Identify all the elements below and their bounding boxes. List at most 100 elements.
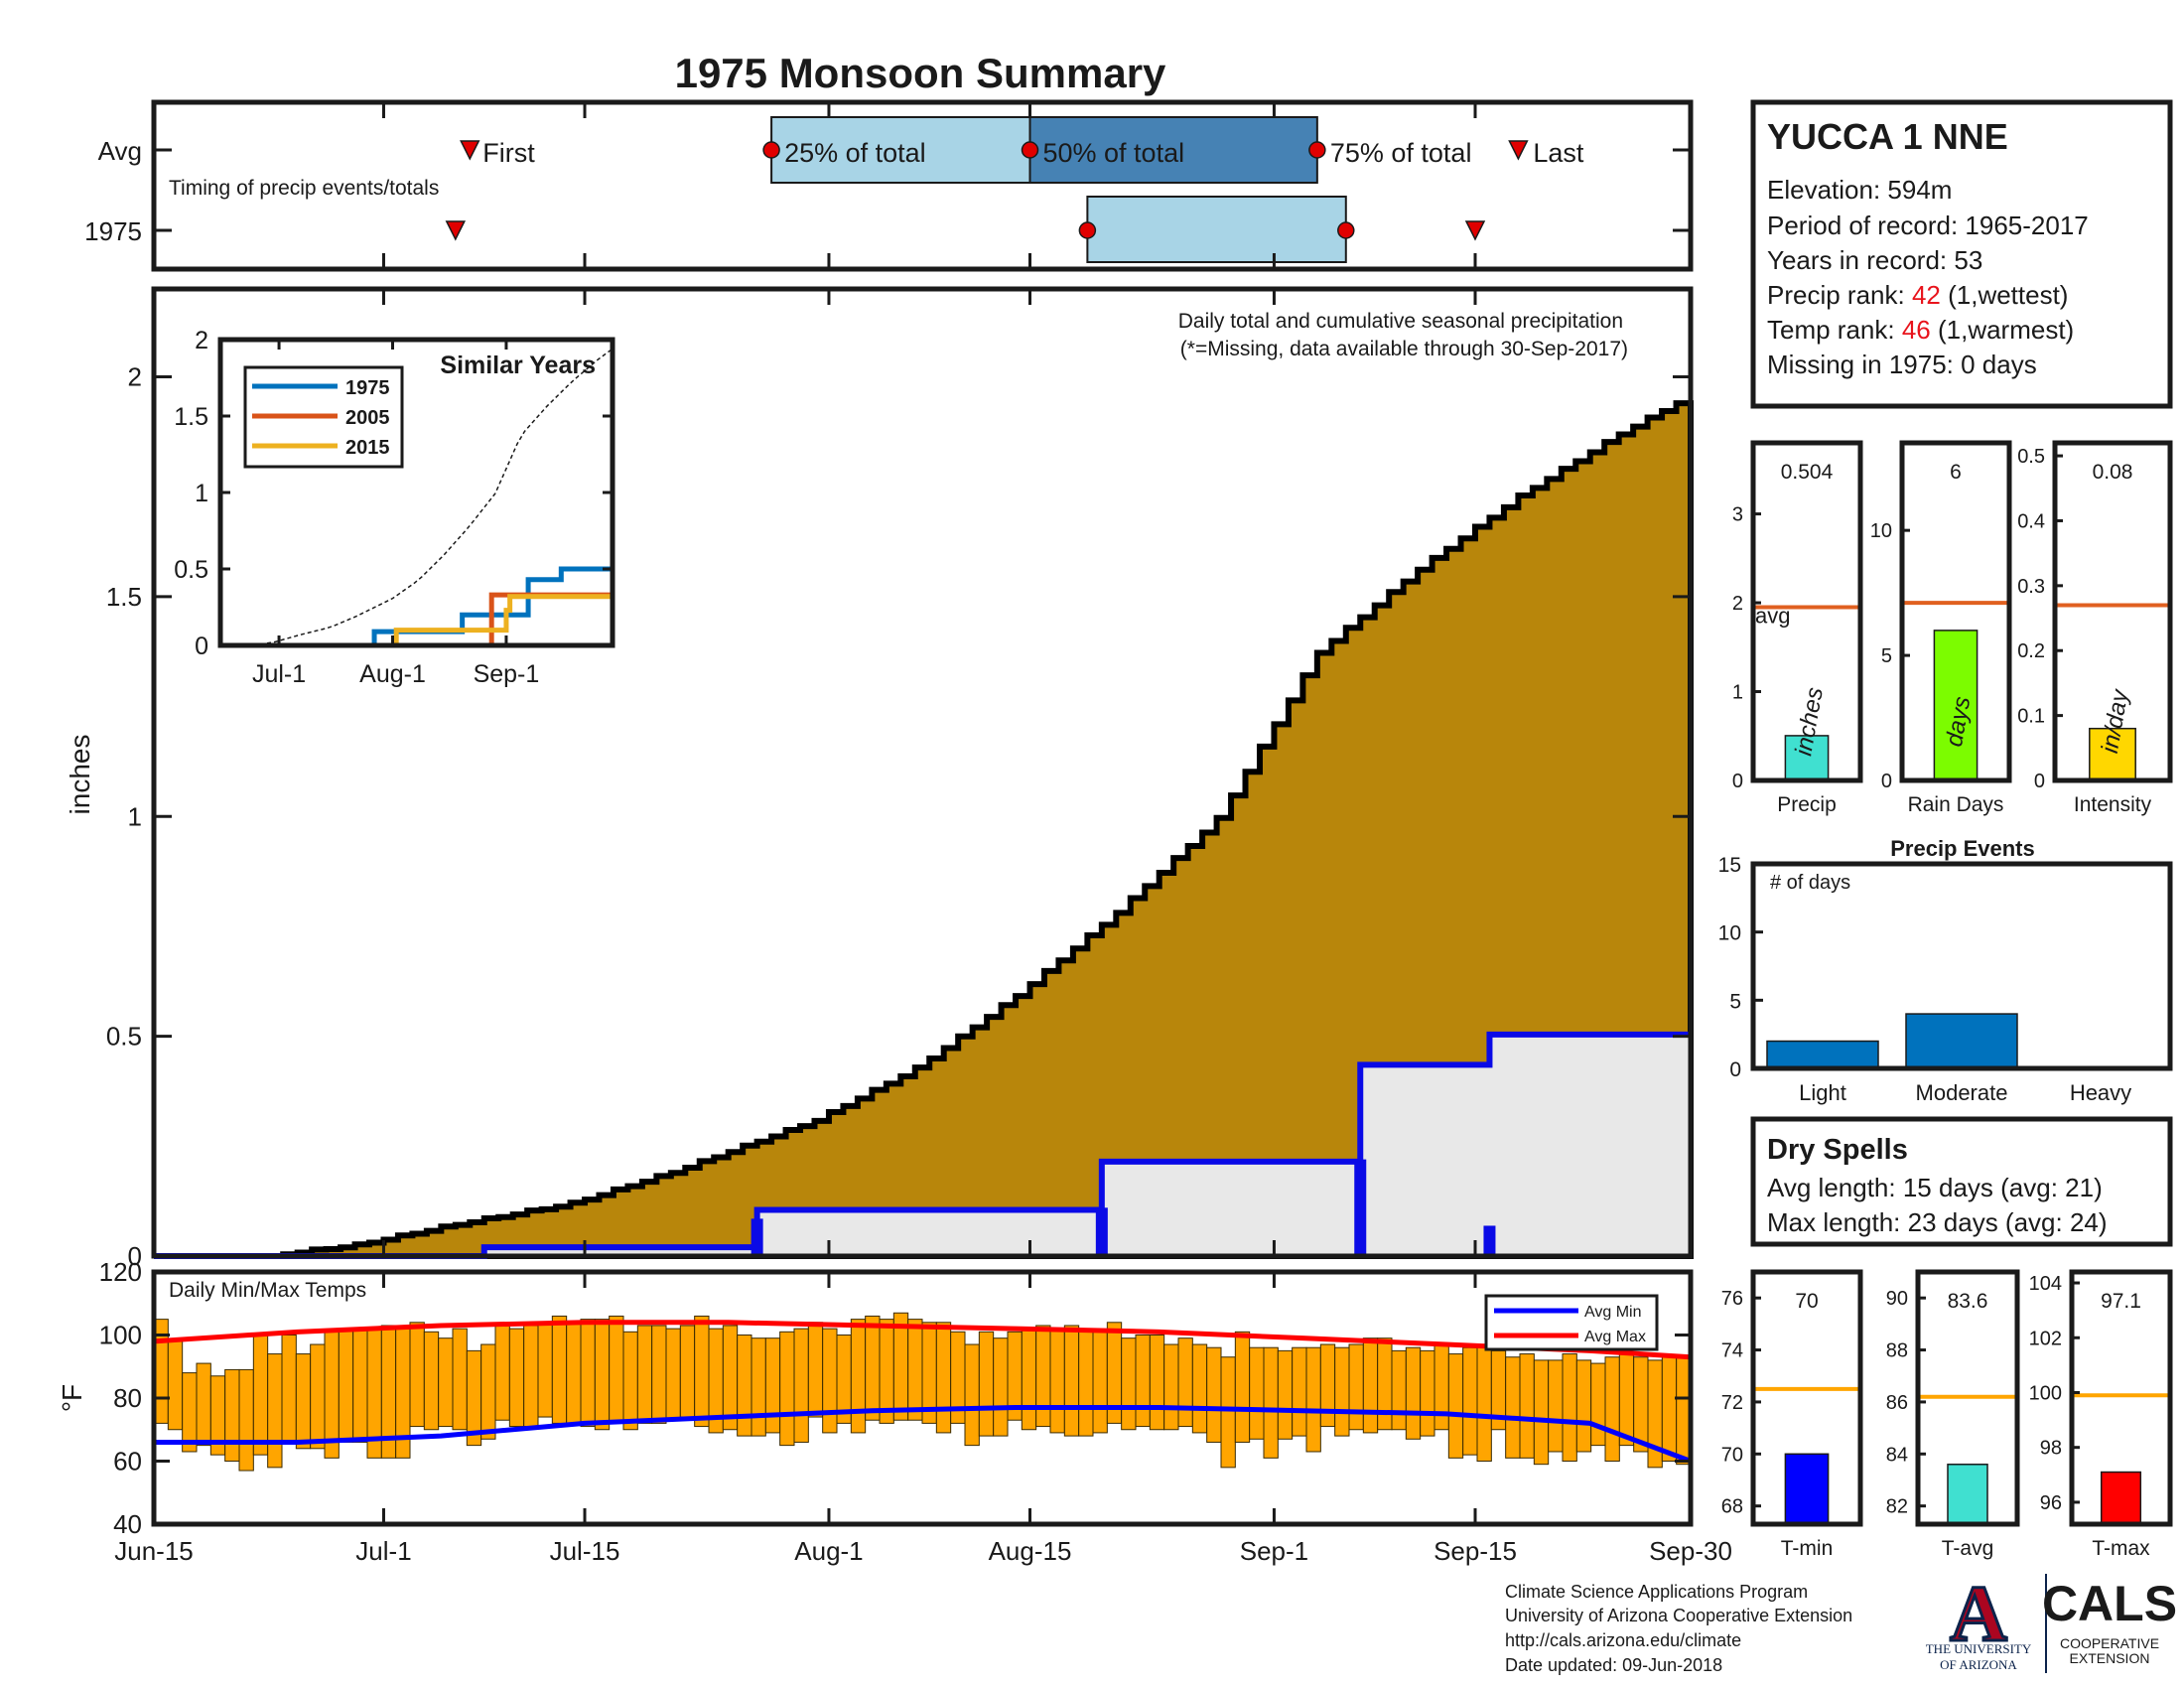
tavg-y-tick-label: 84 [1886, 1444, 1908, 1466]
year-last-marker [1464, 220, 1486, 241]
daily-temp-bar [665, 1328, 681, 1421]
daily-temp-bar [494, 1325, 510, 1421]
inset-line-1975 [220, 566, 613, 648]
main-axes [151, 286, 1694, 1259]
avg-25-50-box [770, 116, 1031, 184]
temp-y-tick-label: 120 [99, 1257, 142, 1287]
daily-temp-bar [1292, 1346, 1307, 1437]
tavg-y-tick-label: 86 [1886, 1392, 1908, 1414]
tmin-y-tick-label: 72 [1721, 1392, 1743, 1414]
events-x-label: Heavy [2070, 1080, 2131, 1105]
daily-temp-bar [1562, 1353, 1577, 1463]
avg-min-line [154, 1405, 1692, 1464]
footer-line-2: University of Arizona Cooperative Extens… [1505, 1606, 1852, 1625]
footer-line-4: Date updated: 09-Jun-2018 [1505, 1655, 1722, 1675]
tmin-y-tick-label: 76 [1721, 1288, 1743, 1310]
dry-spells-avg-length: Avg length: 15 days (avg: 21) [1767, 1173, 2103, 1202]
intensity_small-bar [2089, 727, 2136, 781]
inset-y-tick-label: 1 [195, 480, 208, 507]
intensity_small-y-tick-label: 0 [2034, 771, 2045, 792]
daily-temp-bar [1391, 1349, 1407, 1431]
legend-label-2015: 2015 [345, 437, 390, 459]
p25-label: 25% of total [784, 138, 926, 168]
daily-temp-bar [1092, 1331, 1108, 1434]
precip_small-avg-label: avg [1755, 604, 1790, 629]
daily-temp-bar [267, 1353, 283, 1469]
daily-temp-bar [764, 1337, 781, 1434]
inset-y-tick-label: 0 [195, 633, 208, 660]
daily-temp-bar [822, 1328, 838, 1434]
daily-temp-bar [737, 1335, 752, 1437]
temp-x-tick-label: Aug-1 [794, 1536, 863, 1566]
legend-label-avg-max: Avg Max [1584, 1329, 1646, 1345]
daily-temp-bar [935, 1322, 952, 1434]
intensity_small-axes [2052, 440, 2173, 783]
precip_small-axes [1750, 440, 1863, 783]
daily-temp-bar [281, 1335, 297, 1443]
main-y-tick-label: 2 [128, 362, 142, 392]
daily-temp-bar [310, 1343, 326, 1450]
daily-temp-bar [252, 1335, 269, 1456]
raindays_small-bar [1933, 630, 1979, 781]
daily-temp-bar [807, 1322, 824, 1418]
tmax-panel: 96 98 100 102 104 97.1 T-max [2029, 1269, 2173, 1560]
avg-50-75-box [1028, 116, 1318, 184]
daily-temp-bar [1476, 1343, 1492, 1463]
main-note-2: (*=Missing, data available through 30-Se… [1180, 338, 1628, 360]
precip_small-bar [1784, 735, 1830, 781]
daily-temp-bar [1177, 1337, 1193, 1428]
station-precip-rank: Precip rank: 42 (1,wettest) [1767, 280, 2068, 310]
daily-temp-bar [1519, 1353, 1535, 1459]
daily-temp-bar [679, 1325, 696, 1418]
daily-temp-bar [1462, 1346, 1478, 1456]
daily-temp-bar [622, 1331, 638, 1431]
inset-x-tick-label: Sep-1 [474, 660, 540, 688]
daily-temp-bar [892, 1312, 909, 1421]
tmin-value-label: 70 [1795, 1290, 1818, 1313]
daily-temp-bar [1661, 1356, 1678, 1462]
inset-x-ticks: Jul-1 Aug-1 Sep-1 [252, 340, 539, 688]
daily-temp-bar [352, 1328, 368, 1443]
daily-temp-bar [1505, 1356, 1521, 1459]
avg-max-line [153, 1320, 1692, 1360]
similar-years-inset: 00.511.52 Jul-1 Aug-1 Sep-1 Similar Years … [174, 327, 615, 688]
daily-temp-bar [1149, 1335, 1165, 1431]
temp-y-tick-label: 80 [113, 1383, 142, 1413]
raindays_small-x-label: Rain Days [1908, 793, 2004, 816]
precip_small-y-tick-label: 0 [1732, 771, 1743, 792]
temp-y-tick-label: 60 [113, 1447, 142, 1477]
daily-temp-bar [993, 1337, 1009, 1437]
avg-last-marker [1508, 140, 1529, 161]
daily-temp-bar [1319, 1343, 1336, 1428]
temp-x-tick-label: Jul-15 [550, 1536, 620, 1566]
temp-y-tick-label: 100 [99, 1321, 142, 1350]
temp-legend: Avg Min Avg Max [1484, 1294, 1659, 1351]
daily-temp-bar [1249, 1346, 1265, 1440]
daily-temp-bar [779, 1331, 795, 1447]
events-y-ticks: 0 5 10 15 [1718, 854, 1763, 1081]
daily-temp-bar [865, 1315, 881, 1421]
station-name: YUCCA 1 NNE [1767, 116, 2008, 157]
daily-temp-bar [651, 1325, 667, 1424]
daily-temp-bar [1277, 1349, 1294, 1440]
dry-spells-max-length: Max length: 23 days (avg: 24) [1767, 1207, 2108, 1237]
daily-temp-bar [1234, 1331, 1251, 1443]
raindays_small-y-tick-label: 10 [1870, 520, 1892, 542]
daily-temp-bar [480, 1343, 496, 1440]
intensity_small-y-tick-label: 0.2 [2017, 640, 2045, 662]
daily-temp-bar [452, 1328, 468, 1431]
timing-panel: Avg 1975 Timing of precip events/totals … [84, 99, 1694, 272]
inset-line-2015 [220, 594, 613, 648]
main-note-1: Daily total and cumulative seasonal prec… [1178, 310, 1623, 333]
university-of-arizona-logo: A THE UNIVERSITY OF ARIZONA [1926, 1570, 2032, 1673]
daily-temp-bar [580, 1319, 596, 1428]
tavg-panel: 82 84 86 88 90 83.6 T-avg [1886, 1269, 2020, 1560]
daily-temp-bar [438, 1337, 454, 1428]
daily-temp-bar [1220, 1356, 1236, 1469]
inset-legend: 1975 2005 2015 [243, 365, 404, 469]
daily-temp-bar [1633, 1356, 1649, 1453]
tavg-y-tick-label: 82 [1886, 1496, 1908, 1518]
main-y-tick-label: 0.5 [106, 1022, 142, 1052]
